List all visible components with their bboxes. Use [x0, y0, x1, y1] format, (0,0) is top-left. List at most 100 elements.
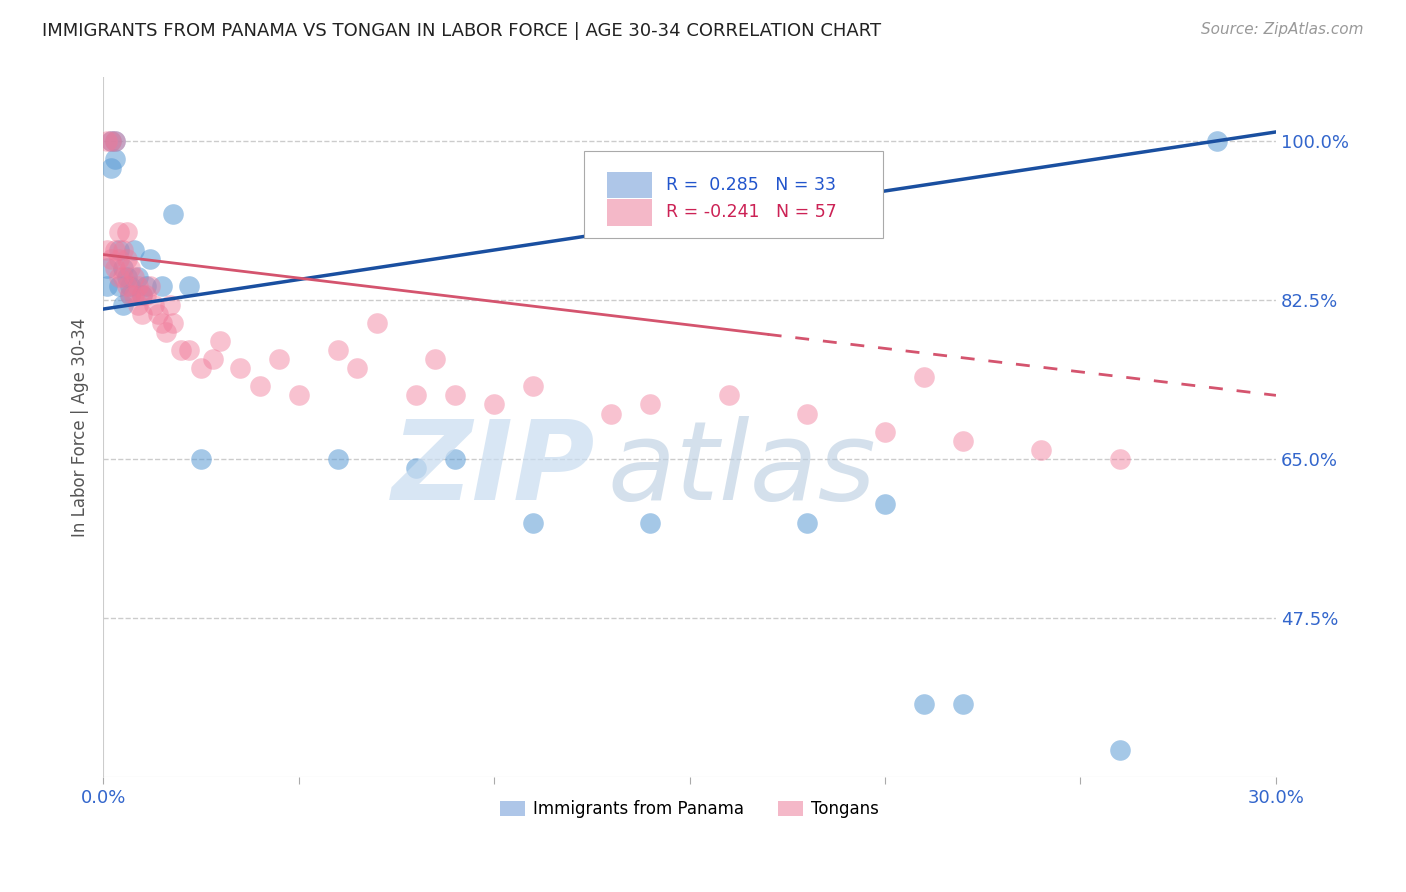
Point [159, 297, 181, 311]
Point [131, 288, 153, 302]
Point [127, 297, 149, 311]
Point [107, 252, 129, 266]
Point [100, 252, 122, 266]
Point [115, 225, 138, 239]
Legend: Immigrants from Panama, Tongans: Immigrants from Panama, Tongans [494, 793, 886, 824]
Point [111, 297, 134, 311]
Point [100, 161, 122, 176]
Point [115, 279, 138, 293]
Point [209, 334, 232, 348]
Point [287, 388, 309, 402]
Point [135, 288, 157, 302]
Point [522, 379, 544, 393]
Point [150, 316, 173, 330]
Point [267, 351, 290, 366]
Point [139, 279, 162, 293]
Point [104, 134, 127, 148]
Point [162, 207, 184, 221]
Point [100, 134, 122, 148]
Text: Source: ZipAtlas.com: Source: ZipAtlas.com [1201, 22, 1364, 37]
Point [1108, 452, 1130, 467]
Point [326, 343, 349, 357]
Point [124, 270, 146, 285]
Point [873, 425, 896, 439]
Point [912, 697, 935, 711]
Point [120, 288, 142, 302]
Point [717, 388, 740, 402]
Bar [607, 199, 652, 226]
Point [229, 361, 252, 376]
Point [326, 452, 349, 467]
Text: R =  0.285   N = 33: R = 0.285 N = 33 [666, 176, 837, 194]
Point [115, 252, 138, 266]
Point [104, 243, 127, 257]
Point [111, 243, 134, 257]
Point [107, 279, 129, 293]
Point [96, 243, 118, 257]
Point [600, 407, 623, 421]
Point [107, 243, 129, 257]
Point [104, 134, 127, 148]
Point [155, 325, 177, 339]
Point [366, 316, 388, 330]
Point [249, 379, 271, 393]
Y-axis label: In Labor Force | Age 30-34: In Labor Force | Age 30-34 [72, 318, 89, 537]
Point [107, 225, 129, 239]
Point [640, 516, 662, 530]
Point [96, 279, 118, 293]
Point [190, 361, 212, 376]
Point [912, 370, 935, 384]
Point [127, 279, 149, 293]
Point [179, 279, 201, 293]
Point [952, 697, 974, 711]
Point [104, 152, 127, 166]
Text: atlas: atlas [607, 416, 876, 523]
Point [115, 270, 138, 285]
Text: IMMIGRANTS FROM PANAMA VS TONGAN IN LABOR FORCE | AGE 30-34 CORRELATION CHART: IMMIGRANTS FROM PANAMA VS TONGAN IN LABO… [42, 22, 882, 40]
Point [405, 388, 427, 402]
Point [120, 279, 142, 293]
Point [107, 270, 129, 285]
Point [522, 516, 544, 530]
Point [201, 351, 224, 366]
Point [1206, 134, 1229, 148]
Point [139, 252, 162, 266]
Point [146, 307, 169, 321]
Point [127, 270, 149, 285]
Point [124, 288, 146, 302]
Point [135, 279, 157, 293]
Point [111, 261, 134, 276]
Point [190, 452, 212, 467]
FancyBboxPatch shape [583, 151, 883, 238]
Point [124, 243, 146, 257]
Point [150, 279, 173, 293]
Text: ZIP: ZIP [392, 416, 596, 523]
Point [346, 361, 368, 376]
Point [1031, 442, 1053, 457]
Point [952, 434, 974, 448]
Point [131, 307, 153, 321]
Point [444, 452, 467, 467]
Point [179, 343, 201, 357]
Point [96, 261, 118, 276]
Point [100, 134, 122, 148]
Point [873, 497, 896, 511]
Point [640, 397, 662, 411]
Point [120, 288, 142, 302]
Point [142, 297, 165, 311]
Bar [607, 171, 652, 198]
Point [482, 397, 505, 411]
Point [444, 388, 467, 402]
Point [120, 261, 142, 276]
Point [405, 461, 427, 475]
Point [796, 407, 818, 421]
Point [425, 351, 447, 366]
Text: R = -0.241   N = 57: R = -0.241 N = 57 [666, 203, 837, 221]
Point [1108, 742, 1130, 756]
Point [111, 270, 134, 285]
Point [131, 288, 153, 302]
Point [96, 134, 118, 148]
Point [796, 516, 818, 530]
Point [162, 316, 184, 330]
Point [170, 343, 193, 357]
